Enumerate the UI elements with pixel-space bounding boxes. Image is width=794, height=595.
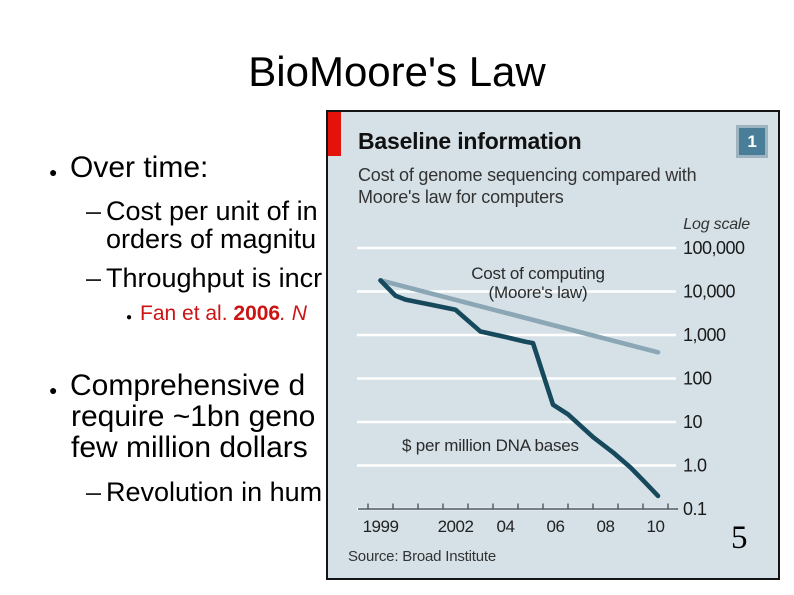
moore-law-line <box>378 278 661 355</box>
x-axis-tick-label: 2002 <box>438 517 474 536</box>
chart-source: Source: Broad Institute <box>348 548 496 565</box>
y-axis-tick-label: 1,000 <box>683 325 726 345</box>
dash-bullet-icon: – <box>86 196 102 226</box>
citation-journal: . N <box>280 302 307 325</box>
bullet-line-cost-2: orders of magnitu <box>106 224 316 255</box>
chart-subtitle: Cost of genome sequencing compared with … <box>358 164 697 208</box>
x-axis-tick-label: 08 <box>597 517 615 536</box>
chart-subtitle-line2: Moore's law for computers <box>358 187 564 207</box>
citation-year: 2006 <box>233 302 281 325</box>
moore-series-label-line1: Cost of computing <box>471 264 605 283</box>
dash-bullet-icon: – <box>86 263 102 293</box>
dna-series-label: $ per million DNA bases <box>402 436 579 455</box>
bullet-line-throughput: – Throughput is incr <box>86 263 322 294</box>
bullet-text: few million dollars <box>71 431 308 464</box>
chart-title: Baseline information <box>358 128 582 154</box>
bullet-line-comprehensive-3: few million dollars <box>71 431 308 465</box>
red-tab-decoration <box>328 112 341 156</box>
bullet-line-cost-1: – Cost per unit of in <box>86 196 318 227</box>
x-axis-tick-label: 1999 <box>363 517 399 536</box>
y-axis-tick-label: 1.0 <box>683 456 707 476</box>
chart-number-badge: 1 <box>736 125 768 158</box>
chart-panel: 1 Baseline information Cost of genome se… <box>326 110 780 580</box>
chart-plot-area: 100,000 10,000 1,000 100 10 1.0 0.1 1999 2002 04 0… <box>357 238 746 536</box>
bullet-line-comprehensive-1: ● Comprehensive d <box>49 369 305 403</box>
bullet-line-over-time: ● Over time: <box>49 151 208 185</box>
moore-series-label: Cost of computing (Moore's law) <box>438 264 638 302</box>
bullet-line-revolution: – Revolution in hum <box>86 477 322 508</box>
bullet-line-citation: ● Fan et al. 2006. N <box>126 302 307 326</box>
y-axis-tick-label: 100,000 <box>683 238 745 258</box>
citation-text: Fan et al. <box>140 302 234 325</box>
slide-title: BioMoore's Law <box>0 48 794 96</box>
y-axis-tick-label: 100 <box>683 369 712 389</box>
bullet-text: orders of magnitu <box>106 224 317 254</box>
x-axis-tick-label: 10 <box>647 517 665 536</box>
y-axis-tick-label: 0.1 <box>683 499 707 519</box>
x-axis-tick-label: 06 <box>547 517 565 536</box>
log-scale-label: Log scale <box>683 216 750 233</box>
bullet-text: Throughput is incr <box>106 263 323 293</box>
bullet-text: require ~1bn geno <box>71 400 316 433</box>
y-axis-tick-label: 10 <box>683 412 703 432</box>
bullet-line-comprehensive-2: require ~1bn geno <box>71 400 315 434</box>
bullet-text: Cost per unit of in <box>106 196 318 226</box>
y-axis-tick-label: 10,000 <box>683 282 736 302</box>
dna-cost-line <box>378 278 661 499</box>
bullet-icon: ● <box>49 164 58 180</box>
bullet-icon: ● <box>126 312 133 323</box>
bullet-icon: ● <box>49 382 58 398</box>
x-axis-tick-label: 04 <box>497 517 515 536</box>
dash-bullet-icon: – <box>86 477 102 507</box>
bullet-text: Over time: <box>70 151 209 184</box>
moore-series-label-line2: (Moore's law) <box>488 283 588 302</box>
bullet-text: Revolution in hum <box>106 477 323 507</box>
slide-title-text: BioMoore's Law <box>248 48 546 95</box>
chart-subtitle-line1: Cost of genome sequencing compared with <box>358 165 697 185</box>
slide-page-number: 5 <box>731 520 748 556</box>
bullet-text: Comprehensive d <box>70 369 306 402</box>
